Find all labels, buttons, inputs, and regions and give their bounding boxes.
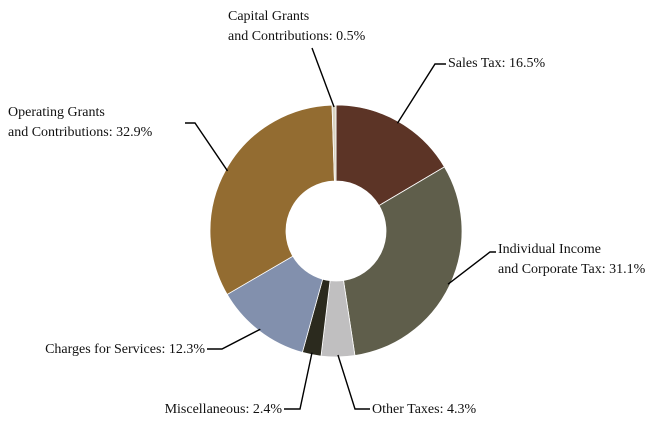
donut-slice (343, 166, 463, 357)
leader-line (284, 352, 313, 410)
slice-label: Individual Income (498, 242, 601, 257)
leader-line (185, 122, 229, 172)
slice-label: Sales Tax: 16.5% (448, 56, 545, 71)
leader-line (447, 251, 496, 285)
leader-line (337, 354, 370, 410)
slice-label: and Contributions: 32.9% (8, 125, 153, 140)
leader-line (396, 63, 446, 124)
slice-label: and Corporate Tax: 31.1% (498, 262, 646, 277)
leader-line (207, 328, 261, 350)
donut-slice (209, 104, 335, 296)
slice-label: and Contributions: 0.5% (228, 29, 366, 44)
slice-label: Operating Grants (8, 105, 105, 120)
slice-label: Other Taxes: 4.3% (372, 402, 476, 417)
slice-label: Capital Grants (228, 9, 309, 24)
leader-line (311, 47, 335, 108)
donut-slice (335, 104, 446, 207)
slice-label: Charges for Services: 12.3% (45, 342, 205, 357)
slice-label: Miscellaneous: 2.4% (165, 402, 283, 417)
